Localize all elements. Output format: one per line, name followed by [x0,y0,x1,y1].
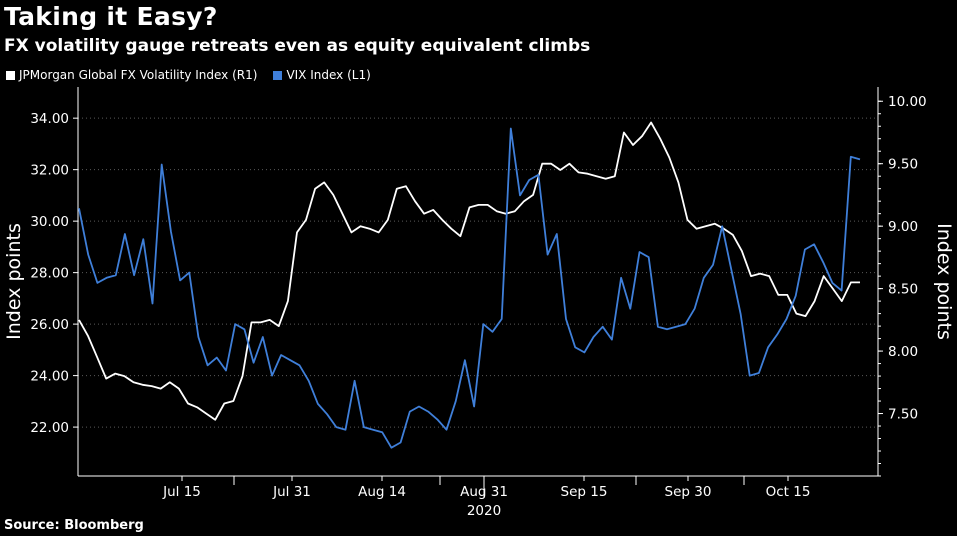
right-tick-label: 9.00 [888,219,918,235]
left-tick-label: 28.00 [30,266,69,282]
legend-swatch-vix [273,70,283,80]
left-tick-label: 26.00 [30,317,69,333]
right-tick-label: 8.00 [888,344,918,360]
legend-label-vix: VIX Index (L1) [286,68,371,82]
series-line-fx-vol [78,121,860,421]
legend-label-fx-vol: JPMorgan Global FX Volatility Index (R1) [19,68,258,82]
source-note: Source: Bloomberg [4,518,144,533]
right-tick-label: 9.50 [888,157,918,173]
left-tick-label: 32.00 [30,163,69,179]
legend: JPMorgan Global FX Volatility Index (R1)… [6,68,381,82]
right-tick-label: 8.50 [888,282,918,298]
right-axis-title: Index points [933,223,955,340]
legend-swatch-fx-vol [6,70,15,80]
x-tick-label: Aug 14 [358,484,406,500]
chart-subtitle: FX volatility gauge retreats even as equ… [4,36,591,56]
left-axis-title: Index points [3,223,25,340]
x-year-label: 2020 [467,503,501,519]
series-line-vix [78,127,861,449]
left-tick-label: 30.00 [30,214,69,230]
x-tick-label: Jul 31 [272,484,311,500]
x-tick-label: Jul 15 [162,484,201,500]
right-tick-label: 10.00 [888,94,927,110]
legend-item-fx-vol: JPMorgan Global FX Volatility Index (R1) [6,68,257,82]
left-tick-label: 22.00 [30,420,69,436]
left-tick-label: 34.00 [30,111,69,127]
x-tick-label: Sep 15 [561,484,608,500]
x-tick-label: Oct 15 [766,484,811,500]
x-tick-label: Sep 30 [665,484,712,500]
legend-item-vix: VIX Index (L1) [273,68,371,82]
right-tick-label: 7.50 [888,407,918,423]
left-tick-label: 24.00 [30,369,69,385]
chart-title: Taking it Easy? [4,2,218,31]
